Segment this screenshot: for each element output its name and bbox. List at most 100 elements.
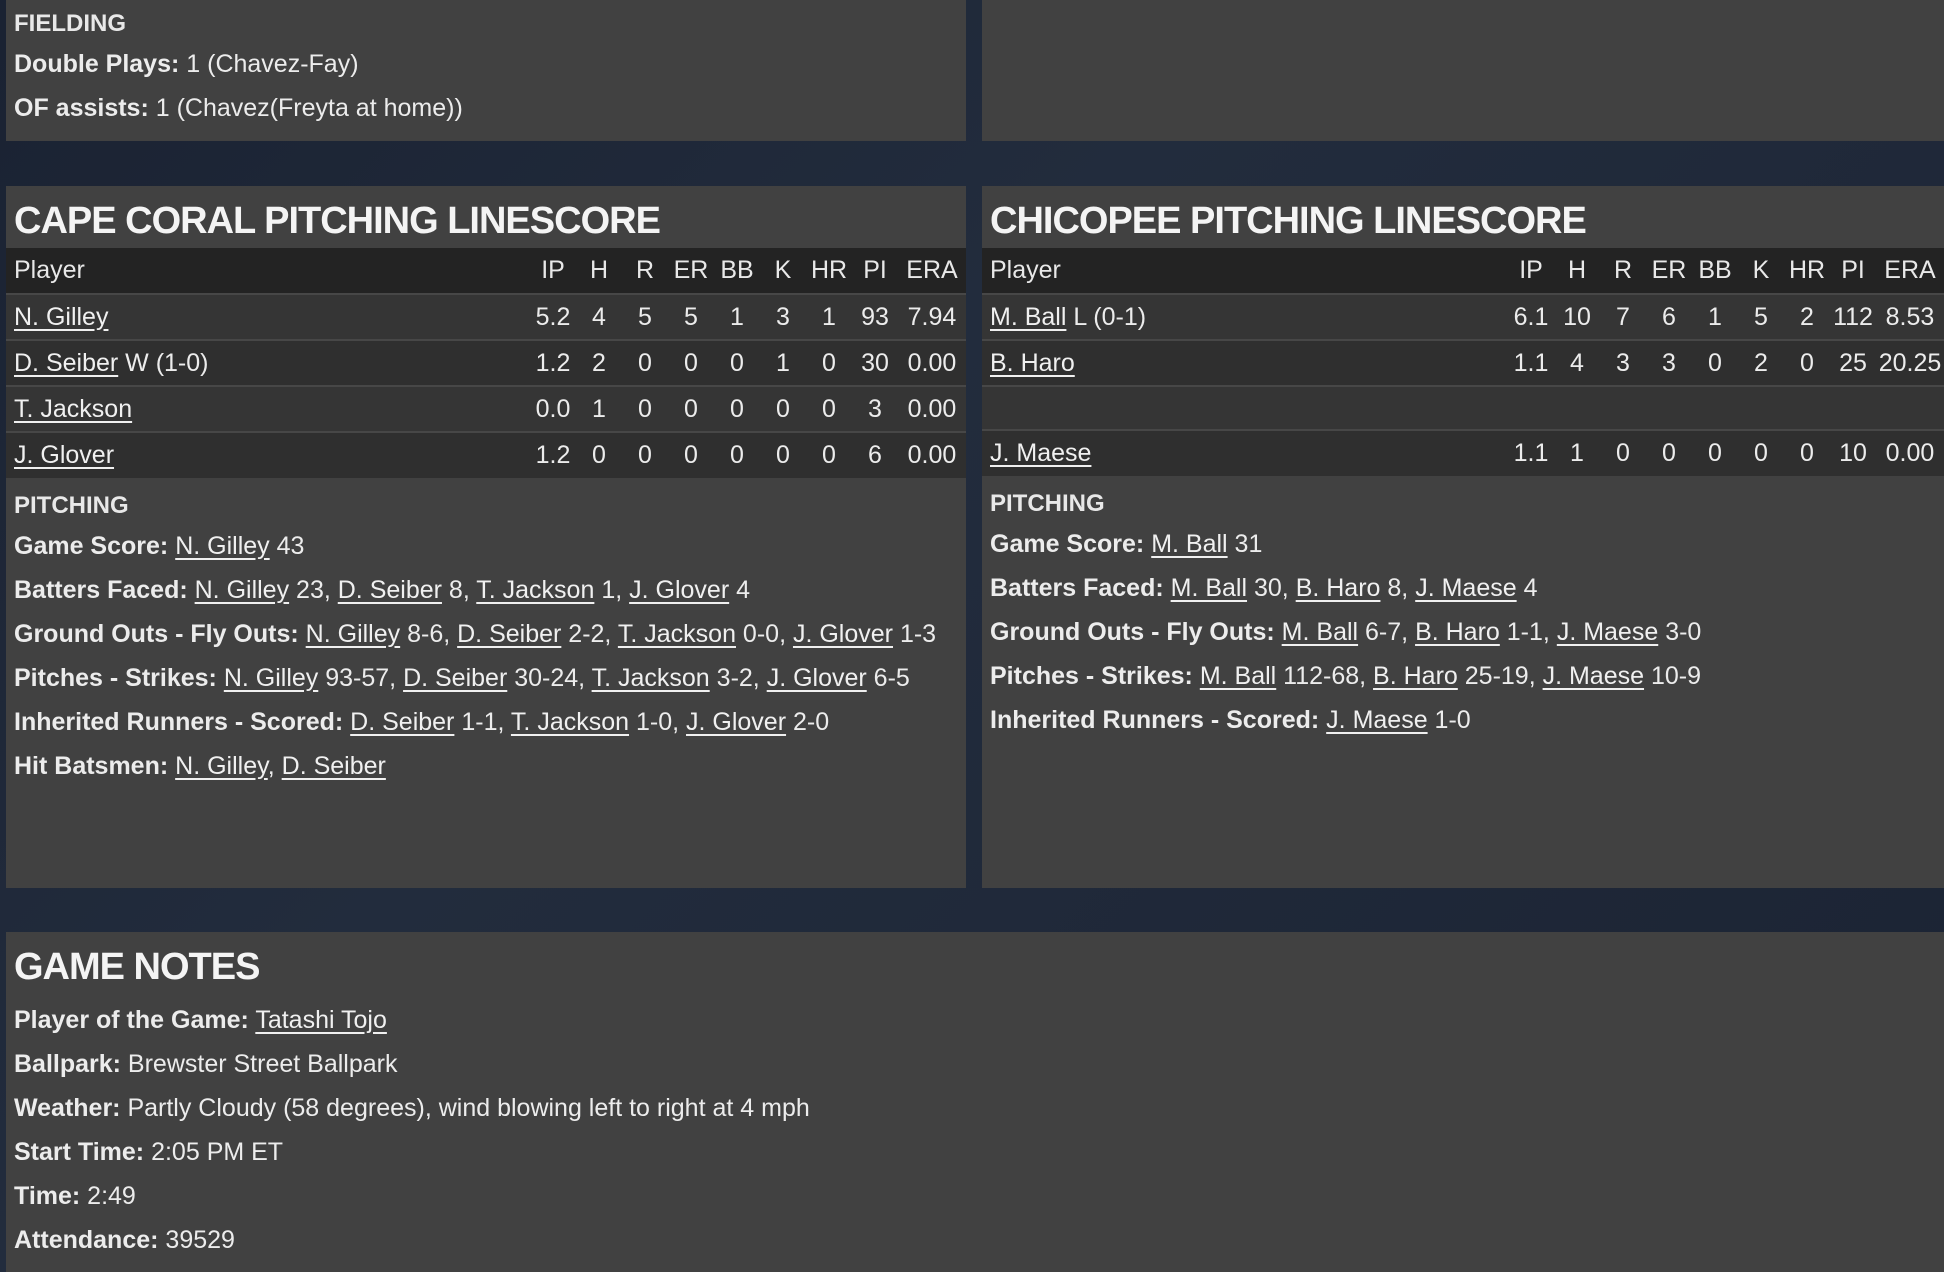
stat-ip: 0.0 (530, 385, 576, 432)
stat-k: 0 (760, 385, 806, 432)
player-link[interactable]: N. Gilley (305, 620, 401, 648)
stat-bb: 0 (1692, 429, 1738, 476)
player-link[interactable]: T. Jackson (591, 664, 710, 692)
player-link[interactable]: N. Gilley (223, 664, 319, 692)
player-link[interactable]: J. Maese (1556, 618, 1659, 646)
stat-line: Pitches - Strikes: N. Gilley 93-57, D. S… (6, 656, 966, 700)
stat-hr: 0 (1784, 339, 1830, 386)
stat-r: 0 (622, 431, 668, 478)
stat-label: Pitches - Strikes: (14, 664, 217, 692)
player-link[interactable]: J. Glover (629, 576, 730, 604)
stat-value: Brewster Street Ballpark (120, 1050, 398, 1078)
stat-line: OF assists: 1 (Chavez(Freyta at home)) (6, 86, 966, 130)
player-link[interactable]: D. Seiber (457, 620, 562, 648)
stat-label: Ground Outs - Fly Outs: (14, 620, 299, 648)
player-link[interactable]: M. Ball (1170, 574, 1248, 602)
stat-line: Game Score: N. Gilley 43 (6, 524, 966, 568)
stat-label: Game Score: (990, 530, 1145, 558)
player-link[interactable]: B. Haro (1415, 618, 1500, 646)
player-link[interactable]: B. Haro (990, 348, 1075, 377)
column-header-h: H (576, 248, 622, 294)
stat-line: Start Time: 2:05 PM ET (6, 1130, 1944, 1174)
player-link[interactable]: B. Haro (1295, 574, 1381, 602)
stat-era: 8.53 (1876, 293, 1944, 340)
stat-value: 3-0 (1658, 618, 1702, 646)
column-header-hr: HR (1784, 248, 1830, 294)
player-link[interactable]: D. Seiber (14, 348, 119, 377)
player-link[interactable]: M. Ball (1199, 662, 1277, 690)
player-link[interactable]: N. Gilley (14, 302, 109, 331)
player-link[interactable]: M. Ball (990, 302, 1067, 331)
stat-pi: 6 (852, 431, 898, 478)
stat-label: Batters Faced: (14, 576, 188, 604)
player-link[interactable]: N. Gilley (194, 576, 290, 604)
stat-pi: 112 (1830, 293, 1876, 340)
player-link[interactable]: T. Jackson (14, 394, 133, 423)
player-link[interactable]: J. Maese (1542, 662, 1645, 690)
column-header-er: ER (668, 248, 714, 294)
player-link[interactable]: D. Seiber (337, 576, 442, 604)
player-link[interactable]: J. Glover (14, 441, 115, 469)
player-link[interactable]: M. Ball (1151, 530, 1228, 558)
cape-coral-pitching-notes: Game Score: N. Gilley 43 Batters Faced: N… (6, 524, 966, 788)
stat-label: Game Score: (14, 532, 169, 560)
stat-label: Weather: (14, 1094, 121, 1122)
stat-label: Batters Faced: (990, 574, 1164, 602)
stat-line: Ground Outs - Fly Outs: N. Gilley 8-6, D… (6, 612, 966, 656)
stat-label: Player of the Game: (14, 1006, 249, 1034)
stat-hr: 0 (806, 431, 852, 478)
chicopee-pitching-table: Player IP H R ER BB K HR PI ERA M. Ball L (0-1) 6.1… (982, 248, 1944, 476)
player-link[interactable]: M. Ball (1281, 618, 1359, 646)
player-link[interactable]: J. Maese (990, 439, 1092, 467)
stat-value: 112-68, (1276, 662, 1374, 690)
stat-k: 3 (760, 293, 806, 340)
player-link[interactable]: J. Glover (686, 708, 787, 736)
player-link[interactable]: B. Haro (1373, 662, 1458, 690)
player-link[interactable]: D. Seiber (350, 708, 455, 736)
stat-label: Start Time: (14, 1138, 145, 1166)
cape-coral-pitching-table: Player IP H R ER BB K HR PI ERA N. Gilley 5.2 4 5 5 1 3 1… (6, 248, 966, 478)
stat-hr: 0 (1784, 429, 1830, 476)
stat-label: Pitches - Strikes: (990, 662, 1193, 690)
player-link[interactable]: J. Maese (1326, 706, 1428, 734)
stat-value: 6-7, (1358, 618, 1416, 646)
stat-k: 5 (1738, 293, 1784, 340)
player-link[interactable]: T. Jackson (510, 708, 630, 736)
stat-value (188, 576, 195, 604)
player-cell: J. Glover (6, 431, 530, 478)
panel-title: GAME NOTES (14, 946, 260, 988)
player-link[interactable]: J. Glover (792, 620, 893, 648)
stat-value: Partly Cloudy (58 degrees), wind blowing… (120, 1094, 810, 1122)
stat-value: 4 (729, 576, 751, 604)
stat-line: Inherited Runners - Scored: D. Seiber 1-… (6, 700, 966, 744)
stat-value: 43 (269, 532, 305, 560)
table-row: B. Haro 1.1 4 3 3 0 2 0 25 20.25 (982, 339, 1944, 386)
stat-era: 0.00 (1876, 429, 1944, 476)
column-header-pi: PI (852, 248, 898, 294)
stat-value: 8-6, (400, 620, 458, 648)
player-link[interactable]: T. Jackson (617, 620, 736, 648)
stat-bb: 1 (1692, 293, 1738, 340)
player-link[interactable]: J. Maese (1415, 574, 1517, 602)
stat-value: 31 (1227, 530, 1263, 558)
table-row: J. Maese 1.1 1 0 0 0 0 0 10 0.00 (982, 429, 1944, 476)
player-link[interactable]: D. Seiber (403, 664, 508, 692)
stat-k: 1 (760, 339, 806, 386)
player-link[interactable]: J. Glover (766, 664, 867, 692)
player-link[interactable]: D. Seiber (281, 752, 386, 780)
player-link[interactable]: T. Jackson (476, 576, 595, 604)
stat-era: 0.00 (898, 431, 966, 478)
stat-er: 0 (668, 339, 714, 386)
stat-ip: 1.1 (1508, 339, 1554, 386)
panel-title: CHICOPEE PITCHING LINESCORE (990, 200, 1587, 242)
stat-h: 1 (576, 385, 622, 432)
player-link[interactable]: Tatashi Tojo (255, 1006, 387, 1034)
player-link[interactable]: N. Gilley (175, 752, 268, 780)
stat-bb: 1 (714, 293, 760, 340)
player-link[interactable]: N. Gilley (175, 532, 270, 560)
stat-line: Ground Outs - Fly Outs: M. Ball 6-7, B. … (982, 610, 1944, 654)
stat-label: Ballpark: (14, 1050, 121, 1078)
section-heading: PITCHING (990, 490, 1105, 517)
stat-er: 5 (668, 293, 714, 340)
stat-line: Ballpark: Brewster Street Ballpark (6, 1042, 1944, 1086)
